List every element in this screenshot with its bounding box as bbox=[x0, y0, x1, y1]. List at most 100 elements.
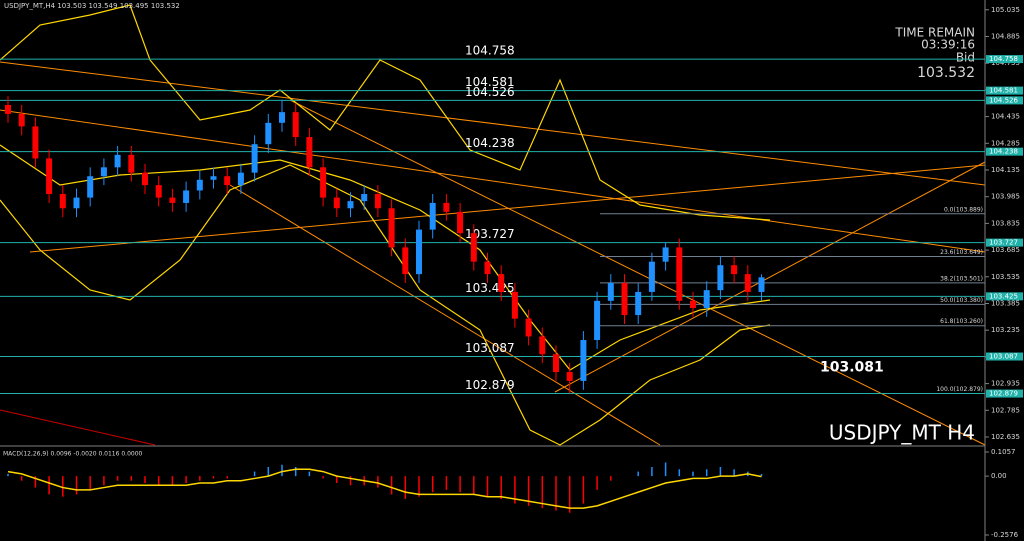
level-box-label: 102.879 bbox=[989, 390, 1018, 398]
band-line bbox=[0, 144, 771, 371]
candle-body bbox=[717, 265, 724, 291]
fib-label: 50.0(103.380) bbox=[940, 297, 983, 304]
y-tick-label: 103.985 bbox=[991, 193, 1020, 201]
fib-label: 100.0(102.879) bbox=[936, 386, 983, 393]
candle-body bbox=[169, 197, 176, 203]
candle-body bbox=[18, 113, 25, 127]
candle-body bbox=[484, 261, 491, 275]
candle-body bbox=[511, 291, 518, 319]
y-tick-label: -0.2576 bbox=[991, 531, 1019, 539]
level-box bbox=[986, 96, 1023, 105]
level-box-label: 104.526 bbox=[989, 96, 1018, 104]
candle-body bbox=[210, 176, 217, 180]
candle-body bbox=[703, 290, 710, 308]
candle-body bbox=[46, 158, 53, 195]
time-remain: 03:39:16 bbox=[921, 38, 975, 52]
level-label: 103.425 bbox=[465, 281, 515, 295]
level-label: 104.238 bbox=[465, 136, 515, 150]
candle-body bbox=[429, 202, 436, 230]
y-tick-label: 103.535 bbox=[991, 273, 1020, 281]
level-box bbox=[986, 86, 1023, 95]
candle-body bbox=[87, 176, 94, 198]
y-tick-label: 104.285 bbox=[991, 139, 1020, 147]
trend-line bbox=[289, 99, 986, 446]
candle-body bbox=[539, 336, 546, 355]
candle-body bbox=[224, 176, 231, 186]
candle-body bbox=[758, 277, 765, 292]
bid-label: Bid bbox=[956, 51, 975, 65]
candle-body bbox=[690, 300, 696, 308]
candle-body bbox=[374, 194, 381, 209]
price-marker: 103.081 bbox=[820, 360, 884, 376]
level-box-label: 103.087 bbox=[989, 353, 1018, 361]
candle-body bbox=[731, 265, 738, 275]
level-box-label: 103.727 bbox=[989, 239, 1018, 247]
candle-body bbox=[676, 247, 683, 301]
candle-body bbox=[457, 211, 464, 234]
candle-body bbox=[196, 179, 203, 191]
y-tick-label: 105.035 bbox=[991, 6, 1020, 14]
y-tick-label: 102.785 bbox=[991, 406, 1020, 414]
candle-body bbox=[402, 247, 409, 275]
band-line bbox=[0, 4, 771, 221]
candle-body bbox=[32, 126, 39, 159]
signal-line bbox=[7, 468, 762, 509]
trend-lines bbox=[0, 61, 986, 446]
candle-body bbox=[59, 194, 66, 209]
trend-line bbox=[0, 109, 986, 253]
fib-label: 0.0(103.889) bbox=[944, 206, 983, 213]
candle-body bbox=[100, 167, 107, 177]
candle-body bbox=[320, 167, 327, 198]
level-label: 104.581 bbox=[465, 75, 515, 89]
candle-body bbox=[306, 137, 313, 168]
level-box bbox=[986, 292, 1023, 301]
level-box bbox=[986, 238, 1023, 247]
candle-body bbox=[73, 197, 80, 209]
candle-body bbox=[292, 112, 299, 138]
trend-line bbox=[0, 61, 986, 186]
candle-body bbox=[183, 190, 190, 203]
y-tick-label: 103.385 bbox=[991, 299, 1020, 307]
level-box bbox=[986, 389, 1023, 398]
level-label: 103.727 bbox=[465, 227, 515, 241]
candle-body bbox=[662, 247, 669, 262]
candle-body bbox=[128, 154, 135, 173]
level-box-label: 104.581 bbox=[989, 87, 1018, 95]
level-box-label: 104.758 bbox=[989, 55, 1018, 63]
level-label: 104.526 bbox=[465, 85, 515, 99]
candle-body bbox=[237, 172, 244, 186]
candle-body bbox=[142, 172, 148, 186]
candle-body bbox=[621, 283, 628, 316]
level-label: 103.087 bbox=[465, 341, 515, 355]
candle-body bbox=[416, 229, 422, 275]
candle-body bbox=[361, 194, 368, 202]
macd-title: MACD(12,26,9) 0.0096 -0.0020 0.0116 0.00… bbox=[3, 451, 143, 458]
fib-label: 38.2(103.501) bbox=[940, 275, 983, 282]
fib-label: 23.6(103.649) bbox=[940, 249, 983, 256]
candle-body bbox=[594, 300, 601, 340]
y-tick-label: 0.1057 bbox=[991, 448, 1016, 456]
y-tick-label: 103.235 bbox=[991, 326, 1020, 334]
y-tick-label: 104.735 bbox=[991, 59, 1020, 67]
trend-line bbox=[229, 184, 661, 446]
candle-body bbox=[498, 274, 505, 292]
level-box bbox=[986, 352, 1023, 361]
header: USDJPY_MT,H4 103.503 103.549 103.495 103… bbox=[4, 2, 180, 10]
y-tick-label: 103.835 bbox=[991, 219, 1020, 227]
y-tick-label: 102.935 bbox=[991, 380, 1020, 388]
candle-body bbox=[5, 105, 11, 114]
level-box bbox=[986, 55, 1023, 64]
y-tick-label: 102.635 bbox=[991, 433, 1020, 441]
candle-body bbox=[744, 274, 751, 292]
level-box-label: 103.425 bbox=[989, 292, 1018, 300]
candle-body bbox=[635, 291, 642, 316]
y-tick-label: 104.135 bbox=[991, 166, 1020, 174]
fib-label: 61.8(103.260) bbox=[940, 318, 983, 325]
symbol-label: USDJPY_MT H4 bbox=[829, 421, 975, 445]
candle-body bbox=[114, 154, 121, 168]
candle-body bbox=[388, 208, 395, 248]
trend-line bbox=[0, 409, 156, 446]
candle-body bbox=[251, 144, 258, 173]
candle-body bbox=[470, 233, 477, 262]
